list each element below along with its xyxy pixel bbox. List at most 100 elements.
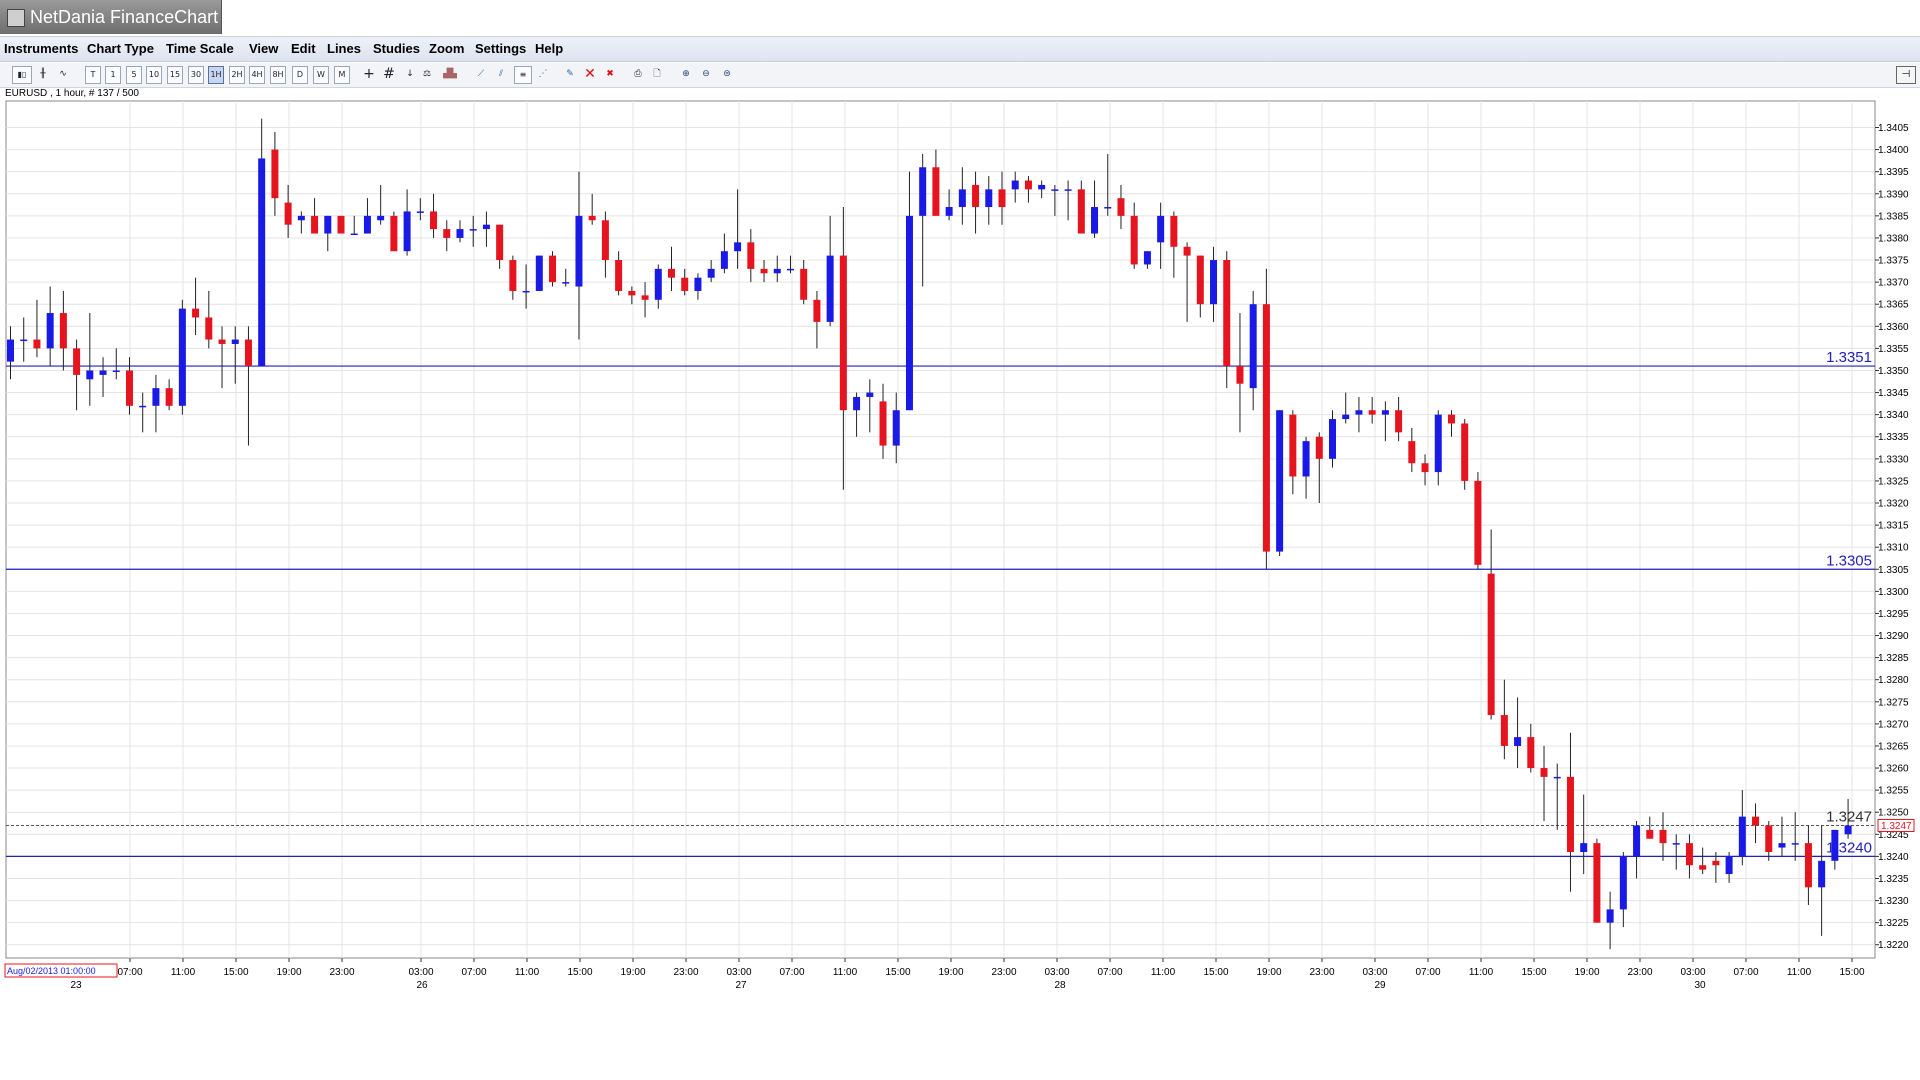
candle-body (654, 268, 662, 300)
candle-body (1447, 414, 1455, 424)
timescale-4h-button[interactable]: 4H (249, 66, 265, 84)
x-tick-label: 23:00 (1309, 967, 1334, 978)
zoom-out-icon[interactable]: ⊖ (702, 69, 710, 79)
trendline-icon[interactable]: ⟋ (477, 69, 485, 79)
x-tick-label: 11:00 (515, 967, 540, 978)
candle-body (125, 370, 133, 406)
menu-help[interactable]: Help (535, 41, 564, 56)
bar-chart-icon[interactable]: ╫ (40, 69, 46, 79)
candle-body (1342, 414, 1350, 420)
timescale-10-button[interactable]: 10 (146, 66, 162, 84)
channel-icon[interactable]: ⫽ (498, 69, 503, 79)
candle-body (1580, 843, 1588, 852)
y-tick-label: 1.3230 (1878, 896, 1909, 907)
timescale-1-button[interactable]: 1 (105, 66, 121, 84)
x-tick-label: 19:00 (938, 967, 963, 978)
x-tick-label: 03:00 (1362, 967, 1387, 978)
line-chart-icon[interactable]: ∿ (59, 69, 67, 79)
print-icon[interactable]: ⎙ (634, 69, 642, 79)
menu-edit[interactable]: Edit (291, 41, 316, 56)
candle-body (588, 215, 596, 221)
y-tick-label: 1.3385 (1878, 211, 1909, 222)
panel-toggle-icon[interactable]: ⊣ (1896, 66, 1916, 84)
x-date-label: 23 (70, 980, 82, 991)
timescale-t-button[interactable]: T (85, 66, 101, 84)
print-preview-icon[interactable]: 🗋 (653, 69, 661, 79)
x-tick-label: 07:00 (117, 967, 142, 978)
crosshair-icon[interactable]: + (363, 66, 375, 82)
x-tick-label: 11:00 (1151, 967, 1176, 978)
candle-body (958, 189, 966, 208)
candle-body (1500, 715, 1508, 746)
timescale-8h-button[interactable]: 8H (270, 66, 286, 84)
zoom-in-icon[interactable]: ⊕ (682, 69, 690, 79)
y-tick-label: 1.3250 (1878, 808, 1909, 819)
menu-settings[interactable]: Settings (475, 41, 527, 56)
app-title-tab[interactable]: NetDania FinanceChart (0, 0, 222, 34)
timescale-1h-button[interactable]: 1H (208, 66, 224, 84)
candle-body (668, 268, 675, 278)
candle-body (99, 370, 107, 375)
arrow-down-icon[interactable]: ↓ (406, 69, 414, 79)
candle-body (1051, 189, 1059, 191)
menu-instruments[interactable]: Instruments (4, 41, 79, 56)
candle-body (192, 308, 200, 318)
menu-time-scale[interactable]: Time Scale (166, 41, 234, 56)
candle-body (919, 167, 927, 216)
x-tick-label: 15:00 (1521, 967, 1546, 978)
delete-all-icon[interactable]: ✖ (606, 69, 614, 79)
price-chart[interactable]: 1.32201.32251.32301.32351.32401.32451.32… (0, 0, 1920, 1000)
candle-body (178, 308, 186, 406)
timescale-w-button[interactable]: W (313, 66, 329, 84)
candle-body (1329, 419, 1336, 459)
timescale-d-button[interactable]: D (292, 66, 308, 84)
grid-icon[interactable]: # (383, 66, 395, 82)
candle-body (496, 224, 504, 261)
candle-body (509, 260, 517, 291)
candle-body (1514, 737, 1522, 746)
menu-chart-type[interactable]: Chart Type (87, 41, 154, 56)
candle-body (1223, 260, 1231, 367)
menu-studies[interactable]: Studies (373, 41, 420, 56)
x-tick-label: 03:00 (1680, 967, 1705, 978)
menu-zoom[interactable]: Zoom (429, 41, 465, 56)
zoom-reset-icon[interactable]: ⊜ (723, 69, 731, 79)
candle-body (1699, 865, 1707, 870)
candlestick-chart-icon[interactable]: ▮▯ (12, 66, 32, 84)
candle-body (165, 388, 173, 406)
candle-body (324, 215, 332, 234)
y-tick-label: 1.3305 (1878, 565, 1909, 576)
candle-body (1368, 410, 1376, 415)
candle-body (258, 158, 266, 367)
volume-icon[interactable]: ▟▙ (443, 69, 457, 79)
candle-body (1566, 776, 1574, 852)
candle-body (1474, 480, 1482, 565)
fibonacci-icon[interactable]: ≡ (514, 66, 532, 84)
edit-line-icon[interactable]: ✎ (566, 69, 574, 79)
menu-view[interactable]: View (249, 41, 279, 56)
timescale-15-button[interactable]: 15 (167, 66, 183, 84)
timescale-m-button[interactable]: M (334, 66, 350, 84)
y-tick-label: 1.3355 (1878, 344, 1909, 355)
timescale-2h-button[interactable]: 2H (229, 66, 245, 84)
candle-body (972, 184, 980, 208)
candle-body (1804, 843, 1812, 888)
menu-lines[interactable]: Lines (327, 41, 361, 56)
delete-icon[interactable]: ✕ (584, 66, 596, 82)
y-tick-label: 1.3300 (1878, 587, 1909, 598)
x-date-label: 28 (1054, 980, 1066, 991)
candle-body (1143, 251, 1151, 265)
timescale-30-button[interactable]: 30 (188, 66, 204, 84)
y-tick-label: 1.3395 (1878, 167, 1909, 178)
fan-icon[interactable]: ⋰ (538, 69, 548, 79)
horizontal-line-label: 1.3305 (1826, 552, 1872, 569)
candle-body (416, 211, 424, 213)
candle-body (892, 410, 900, 446)
candle-body (853, 396, 861, 411)
candle-body (760, 268, 768, 274)
candle-body (1289, 414, 1297, 477)
timescale-5-button[interactable]: 5 (126, 66, 142, 84)
candle-body (1170, 215, 1178, 247)
y-tick-label: 1.3220 (1878, 940, 1909, 951)
scale-icon[interactable]: ⚖ (422, 69, 432, 79)
